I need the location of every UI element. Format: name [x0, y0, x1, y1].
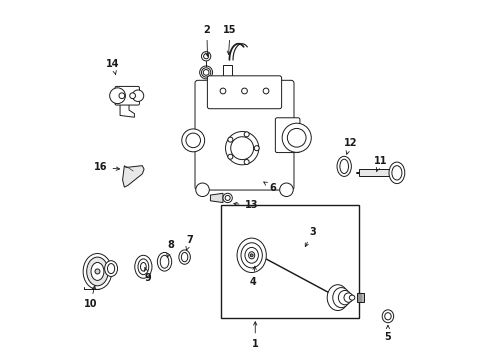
Text: 6: 6: [263, 182, 276, 193]
Circle shape: [132, 90, 143, 102]
Bar: [221, 205, 359, 318]
Circle shape: [287, 129, 305, 147]
Circle shape: [201, 68, 210, 77]
Polygon shape: [120, 104, 134, 117]
Bar: [223, 65, 231, 85]
Ellipse shape: [343, 293, 352, 302]
Text: 16: 16: [94, 162, 120, 172]
Bar: [357, 293, 363, 302]
Circle shape: [254, 146, 259, 151]
Circle shape: [244, 159, 249, 165]
Circle shape: [230, 137, 253, 159]
Circle shape: [185, 133, 200, 148]
Ellipse shape: [332, 288, 349, 308]
Ellipse shape: [138, 259, 148, 275]
Text: 2: 2: [203, 25, 210, 56]
Circle shape: [220, 88, 225, 94]
Ellipse shape: [384, 313, 390, 320]
Circle shape: [223, 193, 232, 203]
FancyBboxPatch shape: [115, 86, 139, 105]
FancyBboxPatch shape: [195, 80, 293, 190]
Text: 4: 4: [249, 266, 256, 287]
Ellipse shape: [135, 255, 152, 278]
Text: 10: 10: [83, 286, 97, 309]
Circle shape: [201, 51, 210, 61]
Circle shape: [203, 54, 208, 59]
Polygon shape: [122, 166, 144, 187]
Text: 11: 11: [373, 156, 386, 171]
Ellipse shape: [248, 252, 254, 259]
Ellipse shape: [83, 253, 112, 289]
Ellipse shape: [91, 262, 104, 280]
Ellipse shape: [382, 310, 393, 323]
FancyBboxPatch shape: [275, 118, 299, 153]
Circle shape: [225, 131, 258, 165]
Text: 8: 8: [166, 240, 174, 257]
Text: 3: 3: [305, 227, 315, 247]
Ellipse shape: [388, 162, 404, 184]
Ellipse shape: [160, 255, 168, 268]
Ellipse shape: [336, 156, 351, 176]
Circle shape: [109, 88, 125, 104]
Ellipse shape: [179, 250, 190, 264]
Ellipse shape: [339, 159, 348, 174]
Circle shape: [263, 88, 268, 94]
Ellipse shape: [326, 285, 347, 311]
Text: 9: 9: [144, 267, 151, 283]
Ellipse shape: [241, 243, 262, 268]
Ellipse shape: [140, 262, 146, 271]
Text: 14: 14: [106, 59, 120, 75]
Circle shape: [119, 93, 124, 99]
Text: 1: 1: [251, 322, 258, 348]
Ellipse shape: [338, 291, 351, 305]
Text: 15: 15: [223, 25, 236, 54]
Circle shape: [129, 93, 135, 99]
Circle shape: [244, 132, 249, 137]
Text: 12: 12: [343, 138, 356, 154]
Ellipse shape: [181, 252, 187, 262]
Ellipse shape: [391, 166, 401, 180]
Circle shape: [199, 66, 212, 79]
Ellipse shape: [107, 264, 115, 274]
Text: 5: 5: [384, 325, 390, 342]
Circle shape: [227, 137, 232, 142]
Ellipse shape: [237, 238, 266, 273]
Circle shape: [279, 183, 293, 197]
Circle shape: [182, 129, 204, 152]
Ellipse shape: [86, 257, 108, 286]
FancyBboxPatch shape: [207, 76, 281, 109]
Circle shape: [227, 154, 232, 159]
Circle shape: [195, 183, 209, 197]
Ellipse shape: [244, 247, 258, 263]
Circle shape: [95, 269, 100, 274]
Circle shape: [250, 254, 253, 257]
Circle shape: [241, 88, 247, 94]
Circle shape: [224, 195, 230, 201]
Ellipse shape: [157, 252, 171, 271]
Text: 7: 7: [185, 235, 193, 250]
Bar: [359, 169, 389, 176]
Circle shape: [282, 123, 311, 152]
Ellipse shape: [348, 295, 354, 300]
Ellipse shape: [104, 261, 117, 276]
Polygon shape: [210, 193, 223, 203]
Text: 13: 13: [233, 200, 258, 210]
Circle shape: [203, 69, 208, 75]
